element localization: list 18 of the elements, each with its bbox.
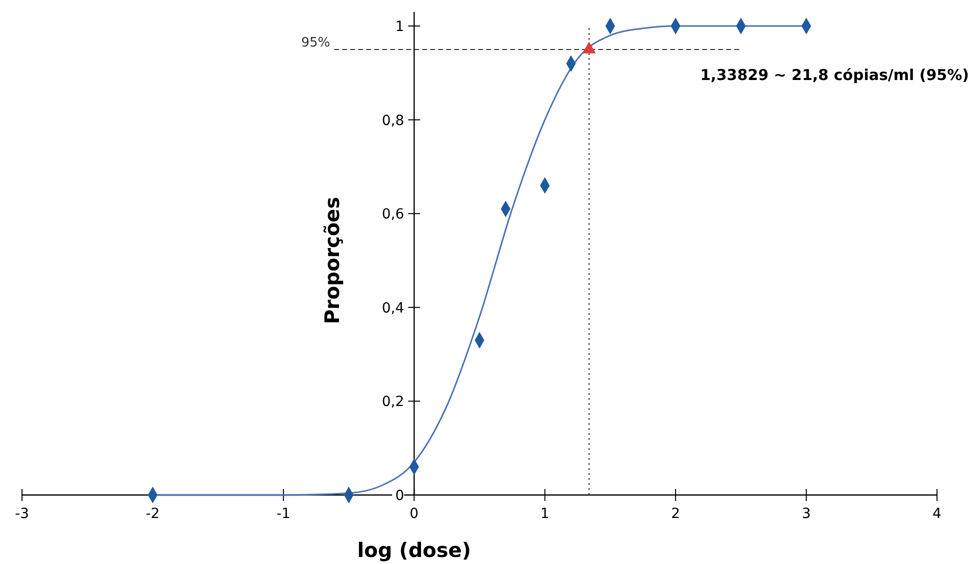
annotation: 1,33829 ~ 21,8 cópias/ml (95%)	[700, 66, 969, 84]
x-tick-label: -3	[15, 506, 29, 522]
y-tick-label: 1	[395, 19, 404, 35]
y-tick-label: 0,4	[382, 300, 404, 316]
x-tick-label: -1	[276, 506, 290, 522]
x-tick-label: 2	[671, 506, 680, 522]
y-tick-label: 0,6	[382, 206, 404, 223]
x-axis-title: log (dose)	[357, 538, 471, 562]
y-tick-label: 0,2	[382, 394, 404, 410]
x-tick-label: 1	[540, 506, 550, 522]
y-tick-label: 0,8	[382, 112, 404, 129]
y-tick-label: 0	[395, 488, 404, 504]
y-axis-title: Proporções	[320, 196, 344, 324]
x-tick-label: -2	[146, 506, 160, 522]
x-tick-label: 3	[802, 506, 811, 522]
ref-line-label: 95%	[301, 35, 330, 50]
x-tick-label: 4	[932, 506, 942, 522]
x-tick-label: 0	[410, 506, 419, 522]
